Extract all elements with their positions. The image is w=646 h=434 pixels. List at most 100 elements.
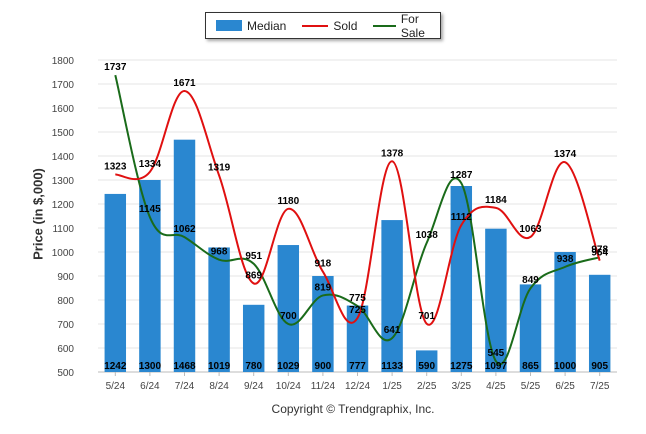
median-data-label: 1300: [139, 361, 162, 372]
median-bar: [104, 193, 127, 372]
for-sale-data-label: 1038: [416, 230, 439, 241]
legend-label-for-sale: For Sale: [400, 11, 425, 40]
sold-data-label: 1334: [139, 159, 162, 170]
y-tick-label: 1800: [52, 56, 75, 67]
median-data-label: 1133: [381, 361, 403, 372]
y-tick-label: 1000: [52, 248, 75, 259]
median-data-label: 1242: [104, 361, 127, 372]
legend-label-sold: Sold: [333, 18, 358, 33]
median-bar: [450, 186, 473, 372]
for-sale-data-label: 1145: [139, 204, 161, 215]
copyright-text: Copyright © Trendgraphix, Inc.: [271, 402, 435, 416]
for-sale-line: [114, 74, 600, 366]
median-bar: [381, 220, 403, 372]
sold-data-label: 1378: [381, 148, 404, 159]
y-tick-label: 1500: [52, 128, 75, 139]
y-axis-title: Price (in $,000): [30, 168, 46, 260]
for-sale-data-label: 938: [557, 254, 574, 265]
median-data-label: 865: [522, 361, 539, 372]
median-data-label: 590: [418, 361, 435, 372]
median-bar: [485, 228, 507, 372]
y-tick-label: 1700: [52, 80, 75, 91]
x-tick-label: 7/24: [175, 381, 195, 392]
for-sale-data-label: 849: [522, 275, 539, 286]
legend-item-sold[interactable]: Sold: [302, 19, 357, 33]
x-tick-label: 1/25: [382, 381, 402, 392]
x-tick-label: 10/24: [276, 381, 301, 392]
for-sale-data-label: 1737: [104, 62, 127, 73]
for-sale-data-label: 978: [591, 244, 608, 255]
median-data-label: 900: [315, 361, 332, 372]
x-tick-label: 12/24: [345, 381, 370, 392]
sold-data-label: 918: [315, 259, 332, 270]
for-sale-data-label: 819: [315, 282, 332, 293]
x-tick-label: 2/25: [417, 381, 437, 392]
sold-data-label: 1180: [277, 196, 299, 207]
x-tick-label: 4/25: [486, 381, 506, 392]
chart-legend: Median Sold For Sale: [205, 12, 441, 40]
median-data-label: 1097: [485, 361, 508, 372]
sold-data-label: 1112: [451, 212, 473, 223]
y-tick-label: 1400: [52, 152, 75, 163]
median-bar: [242, 304, 265, 372]
y-tick-label: 1200: [52, 200, 75, 211]
sold-data-label: 1671: [173, 78, 196, 89]
sold-data-label: 725: [349, 305, 366, 316]
median-bar: [277, 245, 300, 372]
median-bar: [588, 274, 611, 372]
sold-data-label: 1374: [554, 149, 577, 160]
x-tick-label: 3/25: [452, 381, 472, 392]
x-tick-label: 6/24: [140, 381, 160, 392]
for-sale-data-label: 1062: [173, 224, 196, 235]
x-tick-label: 6/25: [555, 381, 575, 392]
legend-swatch-sold: [302, 24, 329, 27]
sold-data-label: 964: [591, 248, 608, 259]
median-data-label: 1275: [450, 361, 473, 372]
median-data-label: 1029: [277, 361, 300, 372]
median-bar: [208, 247, 230, 372]
x-tick-label: 5/24: [106, 381, 126, 392]
sold-line: [115, 89, 601, 326]
median-data-label: 777: [349, 361, 366, 372]
x-tick-label: 5/25: [521, 381, 541, 392]
x-tick-label: 8/24: [209, 381, 229, 392]
median-bar: [173, 139, 196, 372]
y-tick-label: 500: [57, 368, 74, 379]
legend-swatch-for-sale: [373, 24, 396, 27]
median-data-label: 1468: [173, 361, 196, 372]
y-tick-label: 700: [57, 320, 74, 331]
legend-swatch-median: [216, 20, 242, 31]
for-sale-data-label: 641: [384, 325, 401, 336]
x-tick-label: 9/24: [244, 381, 264, 392]
y-tick-label: 600: [57, 344, 74, 355]
sold-data-label: 1319: [208, 162, 231, 173]
median-bar: [415, 350, 438, 372]
y-tick-label: 1600: [52, 104, 75, 115]
sold-data-label: 1063: [519, 224, 542, 235]
y-tick-label: 1300: [52, 176, 75, 187]
median-data-label: 905: [591, 361, 608, 372]
for-sale-data-label: 968: [211, 247, 228, 258]
x-tick-label: 11/24: [311, 381, 336, 392]
y-tick-label: 900: [57, 272, 74, 283]
median-data-label: 1019: [208, 361, 231, 372]
sold-data-label: 1184: [485, 195, 507, 206]
median-bar: [519, 284, 542, 372]
for-sale-data-label: 951: [245, 251, 262, 262]
legend-item-for-sale[interactable]: For Sale: [373, 12, 440, 40]
sold-data-label: 701: [418, 311, 435, 322]
for-sale-data-label: 775: [349, 293, 366, 304]
for-sale-data-label: 700: [280, 311, 297, 322]
for-sale-data-label: 545: [488, 348, 505, 359]
legend-label-median: Median: [247, 18, 287, 33]
median-data-label: 1000: [554, 361, 577, 372]
median-data-label: 780: [245, 361, 262, 372]
x-tick-label: 7/25: [590, 381, 610, 392]
sold-data-label: 1323: [104, 161, 127, 172]
sold-data-label: 869: [245, 270, 262, 281]
median-bar: [554, 252, 576, 372]
legend-item-median[interactable]: Median: [216, 19, 286, 33]
y-tick-label: 800: [57, 296, 74, 307]
for-sale-data-label: 1287: [450, 170, 473, 181]
